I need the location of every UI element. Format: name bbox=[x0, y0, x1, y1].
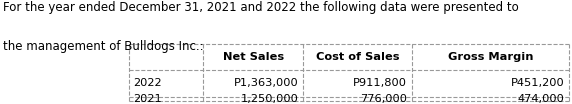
Text: 2022: 2022 bbox=[133, 78, 162, 88]
Text: Net Sales: Net Sales bbox=[223, 52, 284, 62]
Text: 776,000: 776,000 bbox=[360, 94, 407, 104]
Text: P1,363,000: P1,363,000 bbox=[234, 78, 299, 88]
Text: P451,200: P451,200 bbox=[511, 78, 565, 88]
Text: For the year ended December 31, 2021 and 2022 the following data were presented : For the year ended December 31, 2021 and… bbox=[3, 1, 519, 14]
Text: 1,250,000: 1,250,000 bbox=[241, 94, 299, 104]
Text: 2021: 2021 bbox=[133, 94, 162, 104]
Text: 474,000: 474,000 bbox=[518, 94, 565, 104]
Text: the management of Bulldogs Inc.:: the management of Bulldogs Inc.: bbox=[3, 40, 204, 53]
Text: Gross Margin: Gross Margin bbox=[448, 52, 533, 62]
Text: Cost of Sales: Cost of Sales bbox=[316, 52, 399, 62]
Text: P911,800: P911,800 bbox=[353, 78, 407, 88]
